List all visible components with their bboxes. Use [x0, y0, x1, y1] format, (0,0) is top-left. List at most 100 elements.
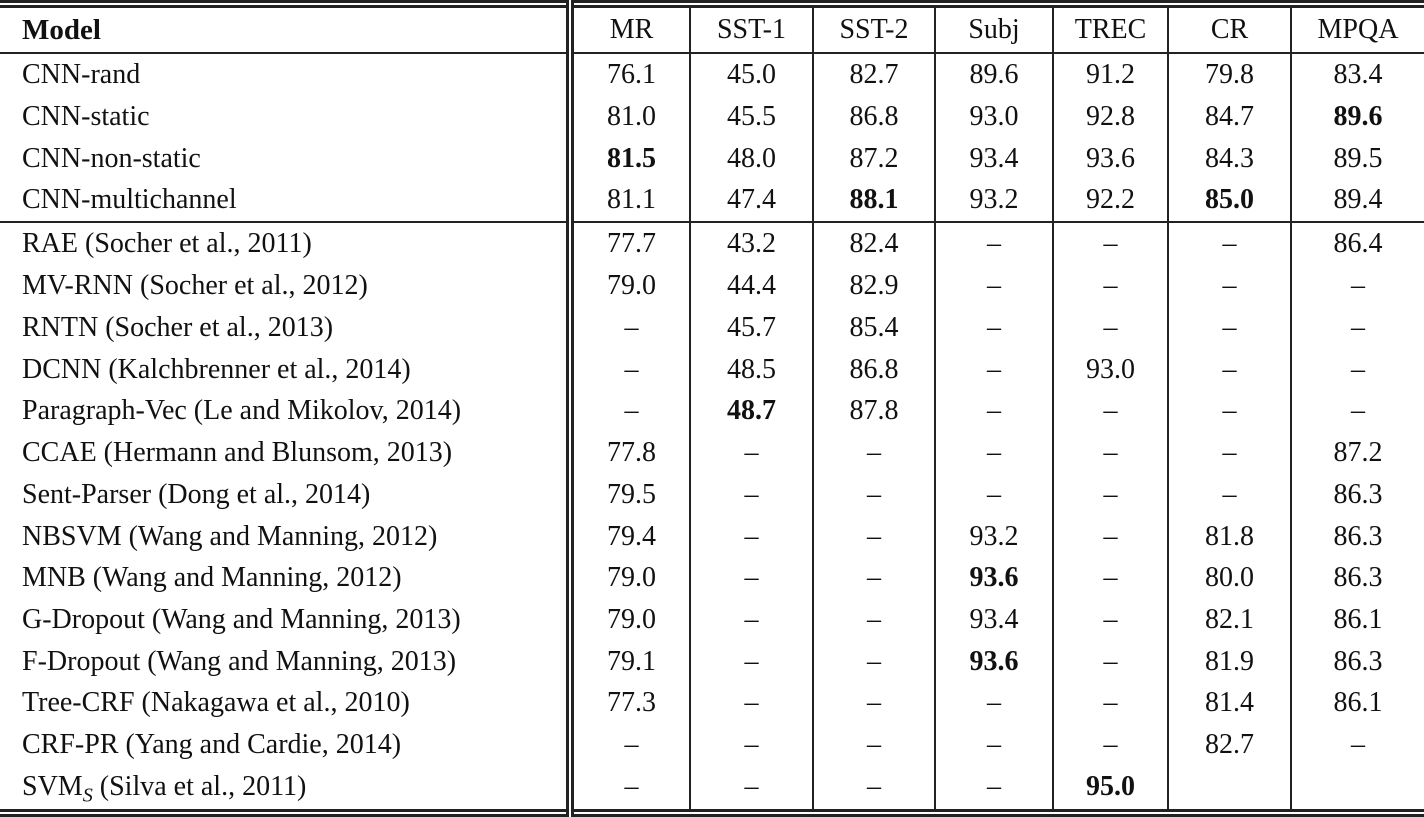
- model-cell: RAE (Socher et al., 2011): [0, 222, 570, 265]
- score-cell: –: [934, 265, 1053, 308]
- score-cell: –: [689, 640, 813, 683]
- model-cell: Paragraph-Vec (Le and Mikolov, 2014): [0, 391, 570, 433]
- score-cell: 79.1: [566, 640, 690, 683]
- score-cell: 88.1: [812, 179, 935, 224]
- score-cell: 48.0: [689, 137, 813, 180]
- score-cell: 80.0: [1167, 557, 1291, 600]
- dataset-column-header: Subj: [934, 4, 1053, 54]
- header-row: Model MR SST-1 SST-2 Subj TREC CR MPQA: [0, 4, 1424, 54]
- score-cell: –: [1290, 390, 1424, 433]
- model-column-header: Model: [0, 4, 570, 54]
- score-cell: 77.7: [566, 222, 690, 266]
- score-cell: [1290, 765, 1424, 813]
- model-name-subscript: S: [82, 785, 93, 808]
- score-cell: 82.7: [1167, 724, 1291, 766]
- score-cell: –: [566, 348, 690, 391]
- model-name: CCAE (Hermann and Blunsom, 2013): [22, 437, 453, 469]
- score-cell: 89.6: [1290, 96, 1424, 138]
- score-cell: 87.8: [812, 390, 935, 433]
- model-name: CNN-non-static: [22, 142, 201, 174]
- model-cell: DCNN (Kalchbrenner et al., 2014): [0, 349, 570, 391]
- score-cell: 48.7: [689, 390, 813, 433]
- score-cell: –: [1052, 473, 1168, 516]
- score-cell: 84.3: [1167, 137, 1291, 180]
- model-name: CNN-static: [22, 100, 150, 132]
- score-cell: –: [812, 515, 935, 558]
- score-cell: 93.2: [934, 179, 1053, 224]
- score-cell: 48.5: [689, 348, 813, 391]
- score-cell: –: [1290, 307, 1424, 349]
- table-row: CRF-PR (Yang and Cardie, 2014) – – – – –82.7–: [0, 724, 1424, 766]
- score-cell: –: [1052, 515, 1168, 558]
- score-cell: 82.1: [1167, 599, 1291, 641]
- score-cell: –: [1052, 640, 1168, 683]
- score-cell: 82.7: [812, 53, 935, 97]
- score-cell: –: [1052, 557, 1168, 600]
- model-name: CNN-rand: [22, 59, 141, 90]
- score-cell: –: [934, 432, 1053, 474]
- score-cell: –: [689, 557, 813, 600]
- score-cell: –: [934, 222, 1053, 266]
- score-cell: 82.4: [812, 222, 935, 266]
- score-cell: 81.0: [566, 96, 690, 138]
- score-cell: 93.4: [934, 137, 1053, 180]
- model-name: DCNN (Kalchbrenner et al., 2014): [22, 353, 411, 385]
- score-cell: –: [689, 682, 813, 725]
- score-cell: –: [1052, 390, 1168, 433]
- score-cell: –: [934, 682, 1053, 725]
- score-cell: 43.2: [689, 222, 813, 266]
- table-row: MNB (Wang and Manning, 2012) 79.0– –93.6–8…: [0, 557, 1424, 600]
- model-cell: Tree-CRF (Nakagawa et al., 2010): [0, 682, 570, 724]
- score-cell: 77.3: [566, 682, 690, 725]
- score-cell: 86.3: [1290, 473, 1424, 516]
- score-cell: –: [689, 515, 813, 558]
- score-cell: 93.4: [934, 599, 1053, 641]
- score-cell: –: [1167, 265, 1291, 308]
- score-cell: –: [689, 724, 813, 766]
- score-cell: 93.0: [1052, 348, 1168, 391]
- model-cell: Sent-Parser (Dong et al., 2014): [0, 474, 570, 516]
- score-cell: –: [1167, 390, 1291, 433]
- score-cell: –: [566, 765, 690, 813]
- score-cell: 86.1: [1290, 682, 1424, 725]
- score-cell: 81.5: [566, 137, 690, 180]
- table-row: RNTN (Socher et al., 2013) –45.7 85.4– – – –: [0, 307, 1424, 349]
- score-cell: 79.8: [1167, 53, 1291, 97]
- table-row: F-Dropout (Wang and Manning, 2013) 79.1– –…: [0, 640, 1424, 683]
- score-cell: 44.4: [689, 265, 813, 308]
- table-row: CNN-multichannel 81.1 47.4 88.1 93.2 92.2 85.0…: [0, 179, 1424, 224]
- model-name: MV-RNN (Socher et al., 2012): [22, 270, 368, 302]
- score-cell: –: [812, 765, 935, 813]
- score-cell: –: [1052, 599, 1168, 641]
- model-name: MNB (Wang and Manning, 2012): [22, 562, 402, 594]
- score-cell: –: [1290, 265, 1424, 308]
- model-cell: CNN-multichannel: [0, 179, 570, 224]
- model-name: Tree-CRF (Nakagawa et al., 2010): [22, 687, 410, 719]
- score-cell: [1167, 765, 1291, 813]
- score-cell: 95.0: [1052, 765, 1168, 813]
- table-row: NBSVM (Wang and Manning, 2012) 79.4– –93.2…: [0, 515, 1424, 558]
- dataset-column-header: TREC: [1052, 4, 1168, 54]
- score-cell: 79.0: [566, 265, 690, 308]
- model-name: Sent-Parser (Dong et al., 2014): [22, 478, 371, 510]
- table-row: CNN-rand 76.1 45.0 82.7 89.6 91.2 79.8 83.4: [0, 53, 1424, 97]
- table-row: MV-RNN (Socher et al., 2012) 79.0 44.4 82.9…: [0, 265, 1424, 308]
- score-cell: –: [1167, 432, 1291, 474]
- score-cell: –: [1167, 222, 1291, 266]
- score-cell: 86.8: [812, 96, 935, 138]
- table-row: G-Dropout (Wang and Manning, 2013) 79.0– –…: [0, 599, 1424, 641]
- table-row: Paragraph-Vec (Le and Mikolov, 2014) – 48.…: [0, 390, 1424, 433]
- model-cell: MV-RNN (Socher et al., 2012): [0, 265, 570, 307]
- score-cell: 86.8: [812, 348, 935, 391]
- score-cell: 86.3: [1290, 557, 1424, 600]
- score-cell: –: [934, 390, 1053, 433]
- score-cell: –: [689, 432, 813, 474]
- score-cell: 87.2: [812, 137, 935, 180]
- score-cell: –: [689, 473, 813, 516]
- dataset-column-header: MR: [566, 4, 690, 54]
- score-cell: 79.0: [566, 557, 690, 600]
- score-cell: 85.4: [812, 307, 935, 349]
- score-cell: 93.6: [934, 557, 1053, 600]
- score-cell: –: [689, 765, 813, 813]
